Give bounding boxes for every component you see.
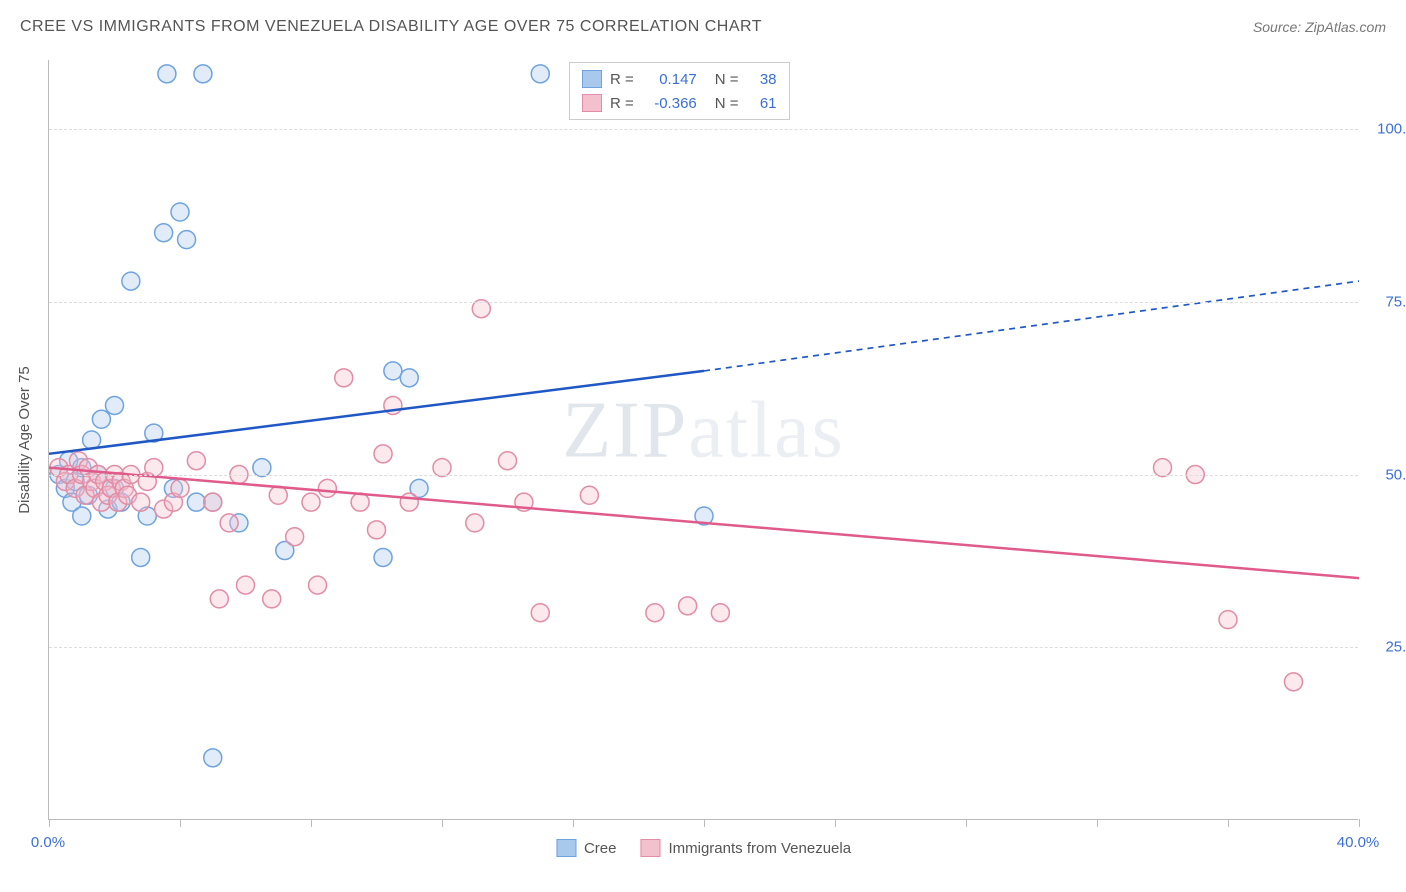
data-point (499, 452, 517, 470)
stats-legend: R = 0.147 N = 38 R = -0.366 N = 61 (569, 62, 790, 120)
data-point (374, 548, 392, 566)
data-point (384, 362, 402, 380)
xtick (835, 819, 836, 827)
xtick (704, 819, 705, 827)
xtick (442, 819, 443, 827)
legend-r-value: -0.366 (642, 95, 697, 112)
data-point (204, 749, 222, 767)
gridline (49, 129, 1358, 130)
data-point (122, 272, 140, 290)
legend-r-label: R = (610, 95, 634, 112)
data-point (92, 410, 110, 428)
legend-swatch (582, 70, 602, 88)
data-point (531, 604, 549, 622)
data-point (286, 528, 304, 546)
xtick (49, 819, 50, 827)
bottom-legend-label: Cree (584, 840, 617, 857)
chart-area: ZIPatlas R =0.147N =38R =-0.366N =61 Cre… (48, 60, 1358, 820)
data-point (194, 65, 212, 83)
legend-n-value: 38 (747, 71, 777, 88)
data-point (269, 486, 287, 504)
data-point (171, 203, 189, 221)
data-point (263, 590, 281, 608)
data-point (318, 479, 336, 497)
xtick (1359, 819, 1360, 827)
gridline (49, 302, 1358, 303)
ytick-label: 100.0% (1368, 121, 1406, 138)
legend-n-label: N = (715, 95, 739, 112)
data-point (132, 548, 150, 566)
data-point (178, 231, 196, 249)
data-point (83, 431, 101, 449)
xtick-label: 0.0% (31, 834, 65, 851)
source-label: Source: ZipAtlas.com (1253, 19, 1386, 35)
data-point (374, 445, 392, 463)
data-point (73, 507, 91, 525)
data-point (106, 396, 124, 414)
data-point (679, 597, 697, 615)
legend-r-label: R = (610, 71, 634, 88)
bottom-legend-item: Cree (556, 839, 617, 857)
data-point (400, 369, 418, 387)
data-point (466, 514, 484, 532)
data-point (158, 65, 176, 83)
data-point (237, 576, 255, 594)
data-point (210, 590, 228, 608)
data-point (711, 604, 729, 622)
xtick (1228, 819, 1229, 827)
header: CREE VS IMMIGRANTS FROM VENEZUELA DISABI… (20, 18, 1386, 36)
bottom-legend-item: Immigrants from Venezuela (640, 839, 851, 857)
data-point (400, 493, 418, 511)
bottom-legend-label: Immigrants from Venezuela (668, 840, 851, 857)
data-point (531, 65, 549, 83)
gridline (49, 647, 1358, 648)
xtick (311, 819, 312, 827)
xtick (180, 819, 181, 827)
data-point (187, 452, 205, 470)
plot-svg (49, 60, 1358, 819)
data-point (1285, 673, 1303, 691)
data-point (171, 479, 189, 497)
chart-title: CREE VS IMMIGRANTS FROM VENEZUELA DISABI… (20, 18, 762, 36)
xtick (966, 819, 967, 827)
xtick (1097, 819, 1098, 827)
data-point (302, 493, 320, 511)
data-point (646, 604, 664, 622)
data-point (187, 493, 205, 511)
data-point (351, 493, 369, 511)
data-point (204, 493, 222, 511)
stats-legend-row: R = 0.147 N = 38 (582, 67, 777, 91)
trend-line (49, 371, 704, 454)
data-point (132, 493, 150, 511)
xtick (573, 819, 574, 827)
ytick-label: 25.0% (1368, 639, 1406, 656)
legend-n-value: 61 (747, 95, 777, 112)
stats-legend-row: R = -0.366 N = 61 (582, 91, 777, 115)
data-point (335, 369, 353, 387)
xtick-label: 40.0% (1337, 834, 1380, 851)
data-point (309, 576, 327, 594)
legend-swatch (640, 839, 660, 857)
gridline (49, 475, 1358, 476)
y-axis-label: Disability Age Over 75 (16, 366, 33, 514)
legend-swatch (556, 839, 576, 857)
trend-line-extrapolated (704, 281, 1359, 371)
data-point (580, 486, 598, 504)
data-point (1219, 611, 1237, 629)
bottom-legend: Cree Immigrants from Venezuela (556, 839, 851, 857)
ytick-label: 75.0% (1368, 293, 1406, 310)
ytick-label: 50.0% (1368, 466, 1406, 483)
legend-swatch (582, 94, 602, 112)
legend-r-value: 0.147 (642, 71, 697, 88)
data-point (220, 514, 238, 532)
data-point (368, 521, 386, 539)
data-point (155, 224, 173, 242)
legend-n-label: N = (715, 71, 739, 88)
